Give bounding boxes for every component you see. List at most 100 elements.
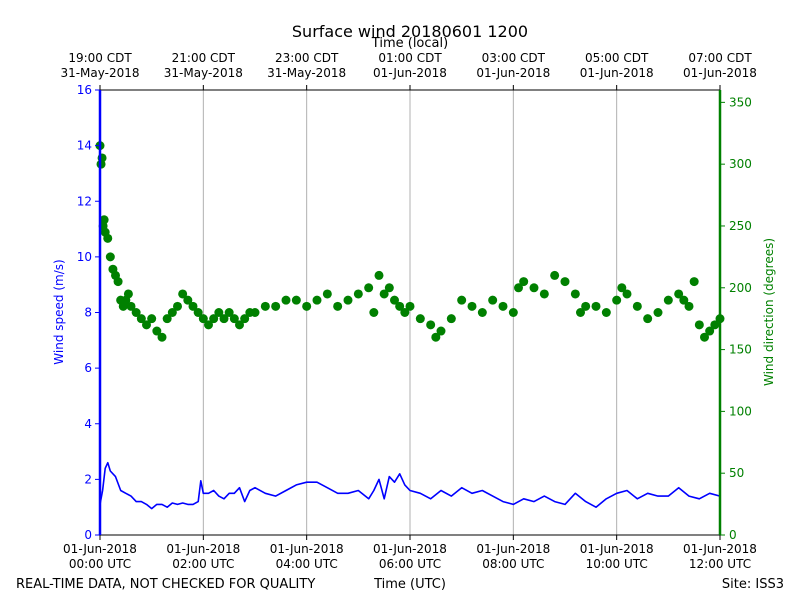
direction-point	[374, 270, 384, 280]
direction-point	[529, 283, 539, 293]
direction-point	[519, 277, 529, 287]
direction-point	[431, 332, 441, 342]
left-tick-label: 6	[84, 361, 92, 375]
direction-point	[204, 320, 213, 330]
direction-point	[312, 295, 322, 305]
right-tick-label: 250	[729, 219, 752, 233]
bottom-tick-date: 01-Jun-2018	[63, 542, 137, 556]
direction-point	[214, 308, 224, 317]
direction-point	[157, 332, 167, 342]
bottom-tick-date: 01-Jun-2018	[580, 542, 654, 556]
direction-point	[550, 270, 560, 280]
direction-point	[576, 308, 585, 317]
direction-point	[601, 308, 611, 317]
direction-point	[467, 301, 477, 311]
direction-point	[612, 295, 622, 305]
direction-point	[162, 314, 172, 324]
direction-point	[103, 233, 113, 243]
direction-point	[581, 301, 591, 311]
right-tick-label: 0	[729, 528, 737, 542]
direction-point	[617, 283, 627, 293]
direction-point	[689, 277, 699, 287]
bottom-tick-time: 06:00 UTC	[379, 557, 441, 571]
top-tick-time: 21:00 CDT	[172, 51, 236, 65]
top-tick-date: 01-Jun-2018	[373, 66, 447, 80]
direction-point	[653, 308, 663, 317]
top-tick-date: 01-Jun-2018	[580, 66, 654, 80]
left-tick-label: 16	[77, 83, 92, 97]
direction-point	[322, 289, 332, 299]
bottom-tick-date: 01-Jun-2018	[683, 542, 757, 556]
direction-point	[240, 314, 250, 324]
direction-point	[643, 314, 653, 324]
direction-point	[152, 326, 162, 336]
top-tick-date: 01-Jun-2018	[683, 66, 757, 80]
direction-point	[126, 301, 136, 311]
right-tick-label: 300	[729, 157, 752, 171]
direction-point	[591, 301, 601, 311]
bottom-tick-time: 02:00 UTC	[172, 557, 234, 571]
direction-point	[508, 308, 518, 317]
direction-point	[679, 295, 689, 305]
direction-point	[271, 301, 281, 311]
top-axis-label: Time (local)	[371, 36, 448, 51]
direction-point	[353, 289, 363, 299]
direction-point	[705, 326, 715, 336]
direction-point	[173, 301, 182, 311]
left-tick-label: 0	[84, 528, 92, 542]
direction-point	[193, 308, 203, 317]
bottom-tick-date: 01-Jun-2018	[476, 542, 550, 556]
top-tick-time: 01:00 CDT	[378, 51, 442, 65]
footer-xlabel: Time (UTC)	[373, 577, 446, 592]
direction-point	[333, 301, 343, 311]
direction-point	[99, 215, 109, 225]
direction-point	[560, 277, 570, 287]
direction-point	[570, 289, 580, 299]
direction-point	[224, 308, 234, 317]
gridlines	[202, 90, 618, 535]
top-tick-time: 19:00 CDT	[68, 51, 132, 65]
direction-point	[136, 314, 146, 324]
left-tick-label: 8	[84, 306, 92, 320]
direction-point	[390, 295, 399, 305]
direction-point	[302, 301, 312, 311]
direction-point	[167, 308, 177, 317]
left-tick-label: 12	[77, 194, 92, 208]
direction-point	[369, 308, 379, 317]
speed-line	[99, 461, 721, 510]
direction-point	[405, 301, 415, 311]
bottom-tick-date: 01-Jun-2018	[166, 542, 240, 556]
direction-point	[488, 295, 498, 305]
direction-point	[113, 277, 123, 287]
top-tick-time: 05:00 CDT	[585, 51, 649, 65]
direction-point	[415, 314, 425, 324]
left-tick-label: 2	[84, 472, 92, 486]
direction-point	[710, 320, 720, 330]
direction-point	[384, 283, 394, 293]
left-tick-label: 14	[77, 139, 92, 153]
direction-point	[260, 301, 270, 311]
right-tick-label: 100	[729, 404, 752, 418]
direction-point	[632, 301, 642, 311]
direction-point	[446, 314, 456, 324]
left-tick-label: 4	[84, 417, 92, 431]
top-tick-time: 07:00 CDT	[688, 51, 752, 65]
right-axis-ticks: 0 50 100 150 200 250 300 350	[720, 95, 752, 542]
speed-series	[99, 461, 721, 510]
left-axis-ticks: 0 2 4 6 8 10 12 14 16	[77, 83, 100, 542]
left-axis-label: Wind speed (m/s)	[52, 259, 66, 364]
top-tick-date: 31-May-2018	[164, 66, 243, 80]
direction-point	[188, 301, 198, 311]
top-tick-time: 03:00 CDT	[482, 51, 546, 65]
direction-point	[379, 289, 389, 299]
direction-point	[622, 289, 632, 299]
footer-site: Site: ISS3	[722, 577, 784, 592]
bottom-tick-date: 01-Jun-2018	[270, 542, 344, 556]
direction-point	[131, 308, 141, 317]
direction-point	[178, 289, 188, 299]
left-tick-label: 10	[77, 250, 92, 264]
direction-point	[147, 314, 157, 324]
direction-point	[123, 289, 133, 299]
top-tick-date: 31-May-2018	[60, 66, 139, 80]
